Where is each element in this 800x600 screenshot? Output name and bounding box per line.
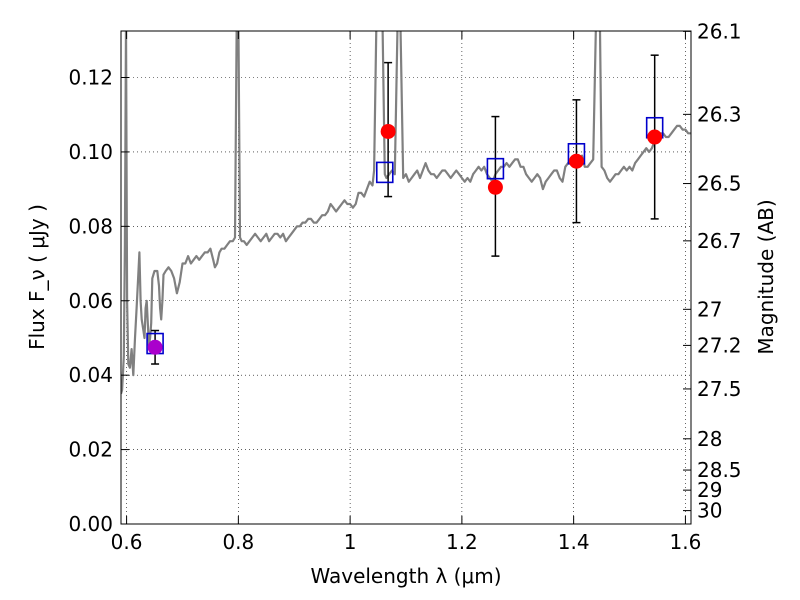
- y-tick-label: 0.04: [68, 363, 113, 387]
- x-tick-label: 0.8: [222, 530, 254, 554]
- observed-photometry-point: [487, 179, 503, 195]
- observed-photometry-point: [147, 339, 163, 355]
- spectrum-layer: [121, 31, 691, 395]
- observed-photometry-point: [380, 123, 396, 139]
- y-tick-label: 0.12: [68, 66, 113, 90]
- tick-labels: 0.6 0.8 1 1.2 1.4 1.6 0.00 0.02 0.04 0.06 0.08 0.10…: [68, 19, 741, 554]
- y2-tick-label: 27.5: [697, 377, 742, 401]
- x-tick-label: 1.4: [558, 530, 590, 554]
- y2-tick-label: 28.5: [697, 458, 742, 482]
- model-photometry-square: [375, 161, 394, 184]
- y2-tick-label: 29: [697, 478, 722, 502]
- y-tick-label: 0.00: [68, 512, 113, 536]
- grid-lines: [121, 31, 691, 524]
- y-axis-label: Flux F_ν ( μJy ): [25, 204, 49, 350]
- observed-photometry-point: [647, 129, 663, 145]
- x-tick-label: 1: [344, 530, 357, 554]
- y-tick-label: 0.08: [68, 214, 113, 238]
- y2-tick-label: 27: [697, 297, 722, 321]
- x-axis-label: Wavelength λ (μm): [310, 564, 501, 588]
- observed-photometry-point: [568, 153, 584, 169]
- x-tick-label: 0.6: [111, 530, 143, 554]
- y-tick-label: 0.02: [68, 438, 113, 462]
- y2-tick-label: 27.2: [697, 333, 742, 357]
- x-tick-label: 1.6: [670, 530, 702, 554]
- y2-tick-label: 30: [697, 499, 722, 523]
- y-tick-label: 0.06: [68, 289, 113, 313]
- spectrum-line: [121, 31, 691, 395]
- y2-axis-label: Magnitude (AB): [754, 199, 778, 354]
- plot-frame: [120, 30, 692, 525]
- points-layer: [146, 54, 664, 365]
- axis-ticks: [121, 30, 691, 525]
- y2-tick-label: 26.7: [697, 229, 742, 253]
- y2-tick-label: 28: [697, 427, 722, 451]
- y2-tick-label: 26.1: [697, 19, 742, 43]
- y-tick-label: 0.10: [68, 140, 113, 164]
- model-photometry-square: [486, 157, 505, 180]
- y2-tick-label: 26.5: [697, 172, 742, 196]
- y2-tick-label: 26.3: [697, 102, 742, 126]
- x-tick-label: 1.2: [446, 530, 478, 554]
